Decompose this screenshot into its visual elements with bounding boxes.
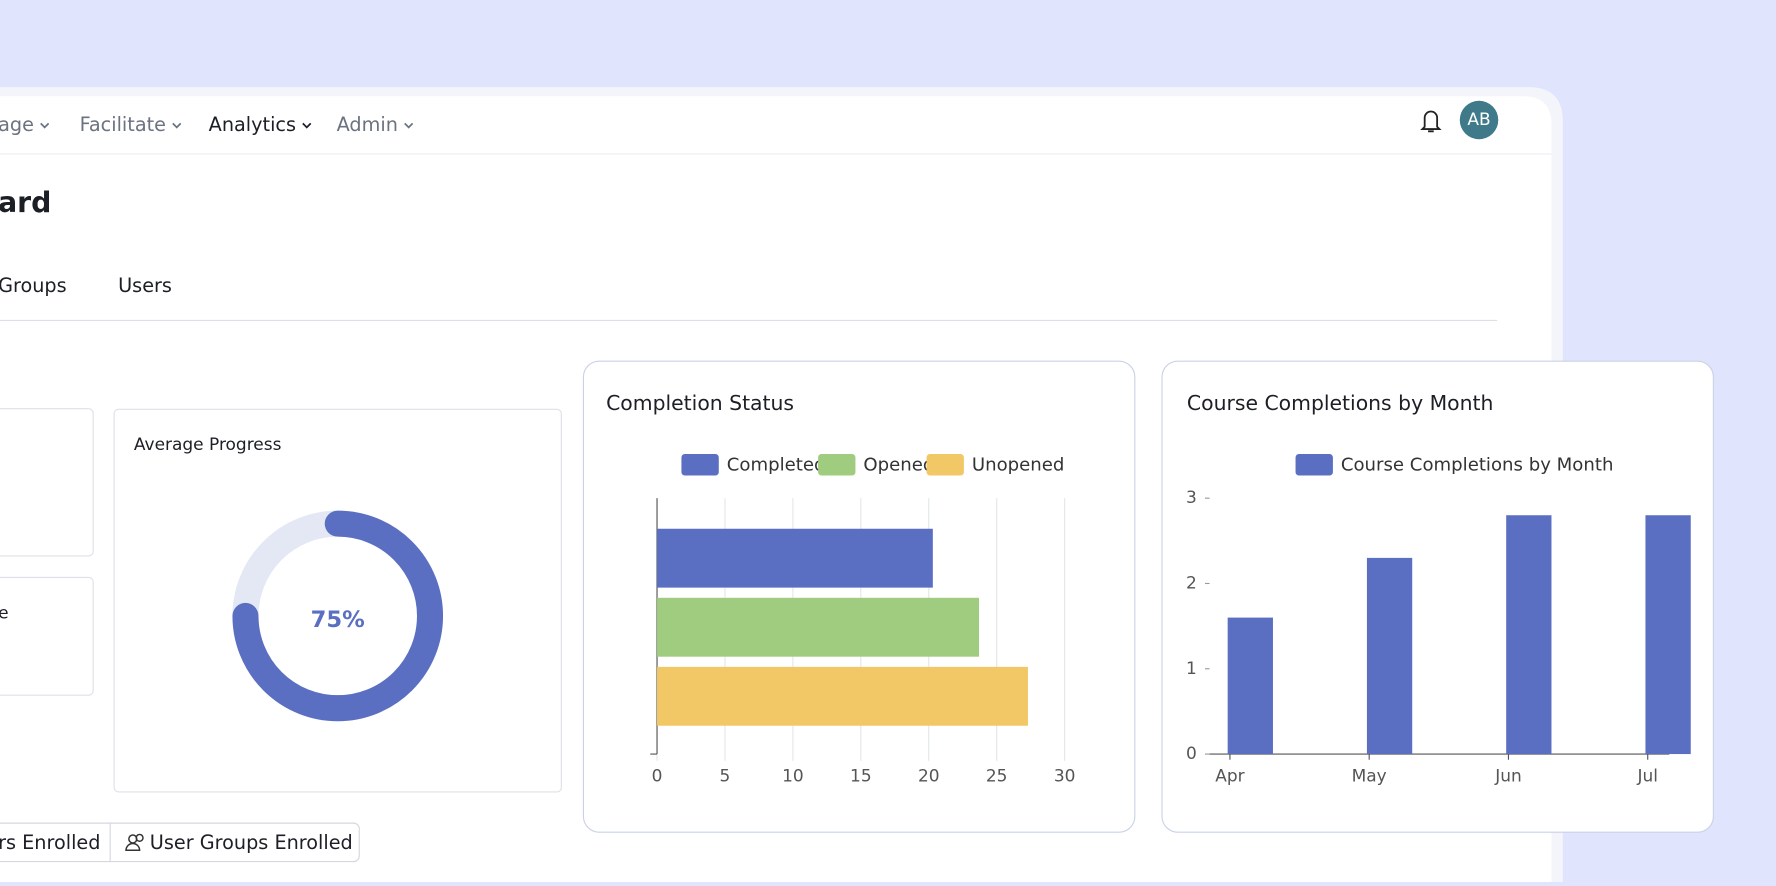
button-group <box>0 822 360 863</box>
bar <box>1506 515 1552 755</box>
legend-swatch <box>681 454 719 476</box>
nav-item[interactable]: Facilitate <box>80 113 166 136</box>
donut-arc <box>232 510 443 722</box>
x-tick-label: Apr <box>1215 767 1244 787</box>
card-title: Average Progress <box>134 435 282 455</box>
tab-button[interactable]: rs Enrolled <box>0 831 100 854</box>
stat-card-label: e <box>0 604 9 624</box>
x-tick-label: 20 <box>918 767 940 787</box>
x-tick-label: 0 <box>652 767 663 787</box>
nav-chevron <box>404 122 414 129</box>
legend-label: Unopened <box>972 454 1065 475</box>
x-tick-label: 15 <box>850 767 872 787</box>
legend-label: Opened <box>863 454 934 475</box>
avatar-initials[interactable]: AB <box>1467 110 1490 130</box>
bar <box>1227 617 1273 755</box>
y-tick-label: 2 <box>1186 573 1197 593</box>
bar <box>1366 557 1413 755</box>
chart-card <box>582 360 1136 833</box>
nav-chevron <box>172 122 182 129</box>
x-tick-label: 25 <box>986 767 1008 787</box>
y-tick-label: 0 <box>1186 744 1197 764</box>
page-heading: ard <box>0 186 51 219</box>
tab[interactable]: Users <box>118 274 172 297</box>
y-tick-label: 1 <box>1186 659 1197 679</box>
users-icon <box>125 833 144 852</box>
x-tick-label: 5 <box>720 767 731 787</box>
bell-icon[interactable] <box>1420 110 1442 133</box>
nav-chevron <box>40 122 50 129</box>
x-tick-label: 30 <box>1054 767 1076 787</box>
legend-swatch <box>818 454 856 476</box>
card-title: Completion Status <box>606 391 794 415</box>
bar <box>657 666 1028 726</box>
stat-card <box>0 576 94 696</box>
x-tick-label: Jul <box>1636 767 1657 787</box>
avatar[interactable] <box>1459 100 1499 140</box>
tab[interactable]: Groups <box>0 274 67 297</box>
bar <box>657 597 980 657</box>
card-title: Course Completions by Month <box>1187 391 1494 415</box>
nav-item[interactable]: Analytics <box>209 113 296 136</box>
legend-swatch <box>926 454 964 476</box>
chart-card <box>1161 360 1714 833</box>
nav-item[interactable]: Admin <box>337 113 398 136</box>
y-tick-label: 3 <box>1186 488 1197 508</box>
stat-card <box>0 408 94 557</box>
bar <box>657 528 933 588</box>
nav-chevron <box>302 122 312 129</box>
tab-button[interactable]: User Groups Enrolled <box>150 831 353 854</box>
legend-label: Completed <box>727 454 826 475</box>
x-tick-label: May <box>1352 767 1387 787</box>
x-tick-label: Jun <box>1494 767 1522 787</box>
legend-swatch <box>1295 454 1333 476</box>
donut-label: 75% <box>311 607 365 633</box>
nav-item[interactable]: age <box>0 113 34 136</box>
bar <box>1645 515 1691 755</box>
x-tick-label: 10 <box>782 767 804 787</box>
progress-card <box>113 408 562 793</box>
legend-label: Course Completions by Month <box>1341 454 1614 475</box>
